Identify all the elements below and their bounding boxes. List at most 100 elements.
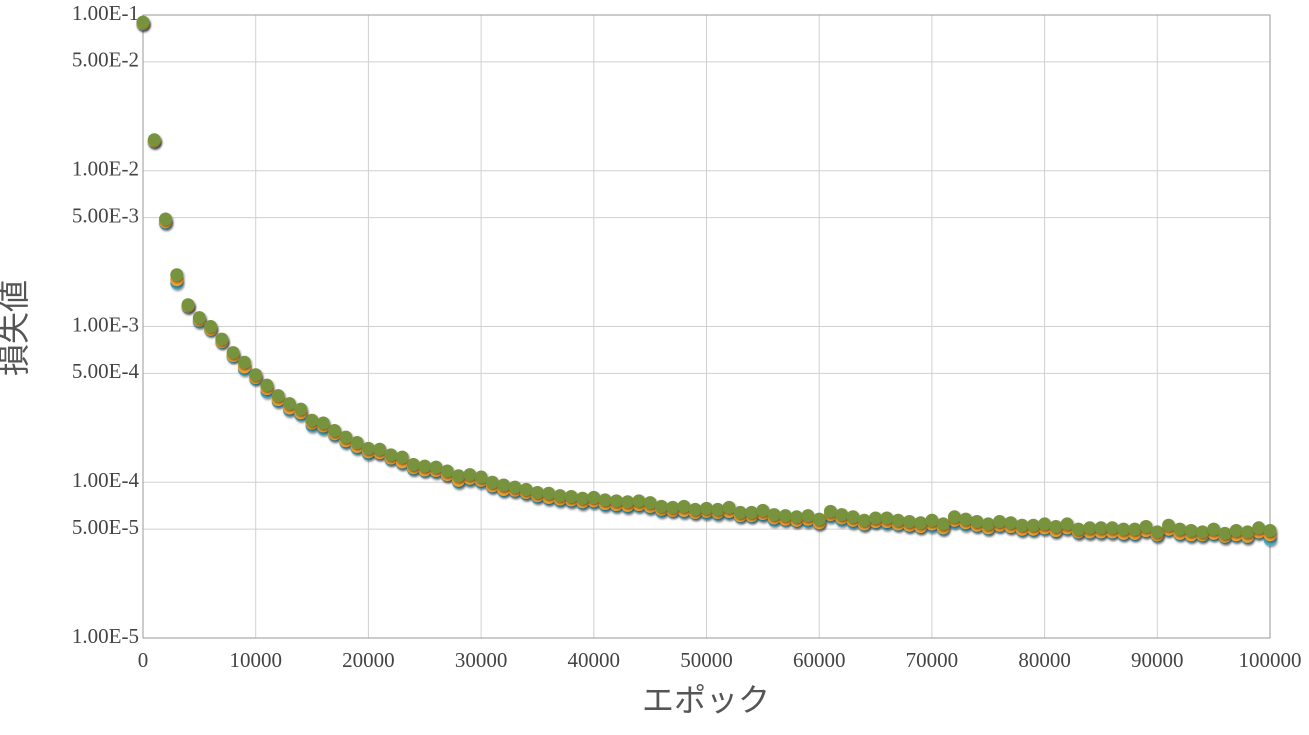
point: [395, 450, 409, 464]
point: [1240, 525, 1254, 539]
point: [711, 502, 725, 516]
point: [294, 402, 308, 416]
point: [1026, 518, 1040, 532]
point: [790, 510, 804, 524]
point: [418, 459, 432, 473]
point: [1184, 524, 1198, 538]
point: [666, 500, 680, 514]
point: [350, 435, 364, 449]
x-tick-label: 30000: [455, 648, 508, 672]
point: [361, 441, 375, 455]
point: [204, 320, 218, 333]
point: [542, 486, 556, 500]
y-tick-label: 1.00E-4: [72, 468, 140, 492]
point: [925, 513, 939, 527]
point: [609, 494, 623, 508]
point: [181, 298, 195, 312]
point: [857, 513, 871, 527]
x-tick-label: 70000: [906, 648, 959, 672]
point: [576, 491, 590, 505]
point: [1229, 524, 1243, 538]
point: [891, 513, 905, 527]
point: [1139, 519, 1153, 533]
point: [767, 508, 781, 522]
x-tick-label: 60000: [793, 648, 846, 672]
point: [959, 512, 973, 526]
point: [936, 517, 950, 531]
x-tick-label: 50000: [680, 648, 733, 672]
point: [846, 510, 860, 524]
point: [508, 480, 522, 494]
point: [519, 482, 533, 496]
point: [1049, 519, 1063, 533]
y-tick-label: 1.00E-2: [72, 157, 139, 181]
point: [1195, 525, 1209, 539]
point: [440, 464, 454, 478]
point: [406, 458, 420, 472]
point: [1004, 516, 1018, 530]
x-tick-label: 90000: [1131, 648, 1184, 672]
point: [1105, 521, 1119, 535]
y-tick-label: 5.00E-2: [72, 48, 139, 72]
x-tick-label: 10000: [229, 648, 282, 672]
point: [1207, 522, 1221, 536]
point: [373, 442, 387, 456]
y-tick-label: 1.00E-3: [72, 312, 139, 336]
point: [328, 423, 342, 437]
point: [384, 448, 398, 462]
point: [1071, 522, 1085, 536]
y-tick-label: 5.00E-4: [72, 359, 140, 383]
point: [1094, 521, 1108, 535]
point: [812, 512, 826, 526]
y-tick-label: 1.00E-5: [72, 624, 139, 648]
point: [192, 311, 206, 325]
x-tick-label: 20000: [342, 648, 395, 672]
point: [632, 494, 646, 508]
point: [485, 475, 499, 489]
point: [587, 490, 601, 504]
point: [1218, 526, 1232, 540]
point: [1116, 522, 1130, 536]
point: [339, 430, 353, 444]
point: [463, 468, 477, 482]
point: [654, 499, 668, 513]
point: [316, 416, 330, 430]
point: [823, 504, 837, 518]
y-tick-label: 5.00E-3: [72, 203, 139, 227]
point: [305, 413, 319, 427]
point: [981, 517, 995, 531]
point: [429, 460, 443, 474]
point: [452, 469, 466, 483]
point: [260, 378, 274, 392]
x-tick-label: 0: [138, 648, 149, 672]
point: [530, 485, 544, 499]
x-axis-title: エポック: [642, 681, 770, 719]
point: [1150, 525, 1164, 539]
point: [215, 332, 229, 346]
y-tick-label: 1.00E-1: [72, 1, 139, 25]
point: [249, 368, 263, 382]
point: [474, 470, 488, 484]
point: [778, 509, 792, 523]
x-tick-label: 40000: [568, 648, 621, 672]
point: [553, 489, 567, 503]
point: [1252, 521, 1266, 535]
point: [914, 516, 928, 530]
point: [835, 508, 849, 522]
point: [170, 268, 184, 282]
point: [688, 502, 702, 516]
point: [147, 133, 161, 147]
point: [1060, 517, 1074, 531]
point: [756, 503, 770, 517]
plot-frame: [142, 14, 1271, 639]
point: [1128, 522, 1142, 536]
x-tick-label: 80000: [1018, 648, 1071, 672]
point: [271, 389, 285, 403]
point: [880, 511, 894, 525]
point: [598, 493, 612, 507]
point: [283, 397, 297, 411]
point: [159, 212, 173, 226]
point: [237, 355, 251, 369]
